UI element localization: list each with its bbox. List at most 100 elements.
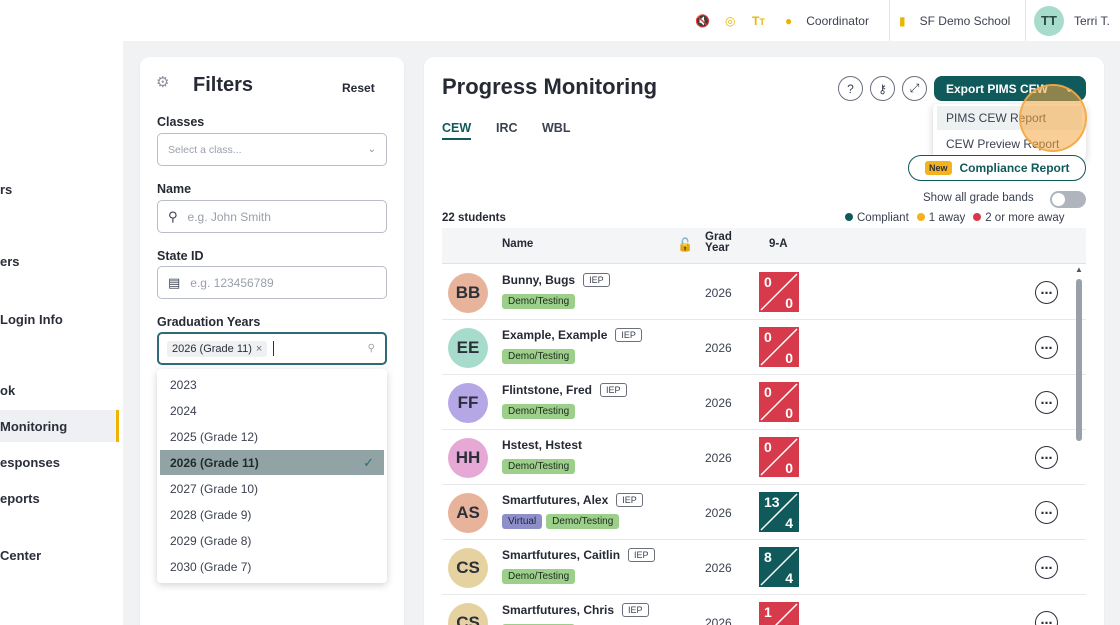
legend-item: Compliant [845, 212, 909, 224]
student-name[interactable]: Flintstone, Fred IEP [502, 383, 627, 397]
table-row[interactable]: FF Flintstone, Fred IEP Demo/Testing 2026 0 0 ⋯ [442, 375, 1086, 430]
classes-placeholder: Select a class... [168, 143, 242, 156]
more-options-icon[interactable]: ⋯ [1035, 336, 1058, 359]
text-size-icon[interactable]: TT [752, 13, 765, 28]
student-tags: Demo/Testing [502, 404, 576, 419]
lock-icon[interactable]: 🔓 [677, 237, 694, 252]
table-row[interactable]: AS Smartfutures, Alex IEP Virtual Demo/Testi… [442, 485, 1086, 540]
sidebar-item[interactable]: ok [0, 383, 16, 398]
iep-badge: IEP [583, 273, 610, 287]
sidebar-item[interactable]: ers [0, 254, 20, 269]
dropdown-option[interactable]: 2027 (Grade 10) [160, 476, 384, 501]
column-header-name[interactable]: Name [502, 238, 534, 250]
student-name[interactable]: Hstest, Hstest [502, 438, 583, 452]
sidebar-item-login-info[interactable]: Login Info [0, 312, 63, 327]
table-row[interactable]: EE Example, Example IEP Demo/Testing 2026 0 0 ⋯ [442, 320, 1086, 375]
avatar: HH [448, 438, 488, 478]
column-header-grad-year[interactable]: Grad Year [705, 231, 732, 254]
student-name[interactable]: Smartfutures, Chris IEP [502, 603, 649, 617]
more-options-icon[interactable]: ⋯ [1035, 556, 1058, 579]
more-options-icon[interactable]: ⋯ [1035, 611, 1058, 625]
dropdown-option-selected[interactable]: 2026 (Grade 11) ✓ [160, 450, 384, 475]
avatar: CS [448, 548, 488, 588]
scroll-up-icon[interactable]: ▲ [1075, 265, 1083, 274]
column-header-band[interactable]: 9-A [769, 238, 788, 250]
sidebar-item[interactable]: rs [0, 182, 13, 197]
name-label: Name [157, 182, 192, 196]
student-name[interactable]: Smartfutures, Caitlin IEP [502, 548, 655, 562]
table-row[interactable]: BB Bunny, Bugs IEP Demo/Testing 2026 0 0 ⋯ [442, 265, 1086, 320]
iep-badge: IEP [615, 328, 642, 342]
grad-year-cell: 2026 [705, 341, 732, 355]
globe-icon[interactable]: ◎ [725, 13, 736, 28]
score-cell[interactable]: 13 4 [759, 492, 799, 532]
expand-button[interactable]: ⤢ [902, 76, 927, 101]
scrollbar[interactable] [1076, 279, 1082, 441]
more-options-icon[interactable]: ⋯ [1035, 281, 1058, 304]
mute-icon[interactable]: 🔇 [695, 13, 710, 28]
score-earned: 0 [764, 274, 772, 290]
option-label: 2026 (Grade 11) [170, 455, 259, 470]
dropdown-option[interactable]: 2025 (Grade 12) [160, 424, 384, 449]
top-bar: 🔇 ◎ TT ● Coordinator ▮ SF Demo School TT… [0, 0, 1120, 41]
tab-wbl[interactable]: WBL [542, 121, 571, 135]
help-button[interactable]: ? [838, 76, 863, 101]
student-name[interactable]: Example, Example IEP [502, 328, 642, 342]
grade-bands-toggle[interactable] [1050, 191, 1086, 208]
more-options-icon[interactable]: ⋯ [1035, 391, 1058, 414]
reset-button[interactable]: Reset [342, 81, 375, 95]
dropdown-option[interactable]: 2024 [160, 398, 384, 423]
sidebar-item-center[interactable]: Center [0, 548, 42, 563]
student-name[interactable]: Smartfutures, Alex IEP [502, 493, 643, 507]
student-tags: Demo/Testing [502, 349, 576, 364]
sidebar-item-monitoring[interactable]: Monitoring [0, 419, 68, 434]
student-tags: Demo/Testing [502, 459, 576, 474]
more-options-icon[interactable]: ⋯ [1035, 501, 1058, 524]
chip-remove-icon[interactable]: × [255, 342, 263, 355]
users-icon: ● [785, 13, 793, 28]
compliance-label: Compliance Report [959, 161, 1070, 175]
student-count: 22 students [442, 212, 506, 224]
compliance-report-button[interactable]: New Compliance Report [908, 155, 1086, 181]
score-cell[interactable]: 1 [759, 602, 799, 625]
role-selector[interactable]: ● Coordinator [785, 0, 869, 41]
sidebar-item-reports[interactable]: eports [0, 491, 40, 506]
legend: Compliant 1 away 2 or more away [845, 212, 1064, 224]
classes-select[interactable]: Select a class... ⌄ [157, 133, 387, 166]
tag-badge: Demo/Testing [502, 459, 576, 474]
dropdown-option[interactable]: 2028 (Grade 9) [160, 502, 384, 527]
score-box [759, 437, 799, 477]
dropdown-option[interactable]: 2023 [160, 372, 384, 397]
more-options-icon[interactable]: ⋯ [1035, 446, 1058, 469]
school-selector[interactable]: ▮ SF Demo School [899, 0, 1010, 41]
student-tags: Demo/Testing [502, 569, 576, 584]
name-search-input[interactable]: ⚲ e.g. John Smith [157, 200, 387, 233]
tab-irc[interactable]: IRC [496, 121, 518, 135]
score-earned: 1 [764, 604, 772, 620]
avatar: FF [448, 383, 488, 423]
user-menu[interactable]: TT Terri T. [1034, 0, 1110, 41]
grad-year-cell: 2026 [705, 506, 732, 520]
table-row[interactable]: HH Hstest, Hstest Demo/Testing 2026 0 0 ⋯ [442, 430, 1086, 485]
expand-icon: ⤢ [909, 81, 920, 95]
grad-years-multiselect[interactable]: 2026 (Grade 11) × ⚲ [157, 332, 387, 365]
tab-cew[interactable]: CEW [442, 121, 472, 140]
iep-badge: IEP [628, 548, 655, 562]
table-row[interactable]: CS Smartfutures, Caitlin IEP Demo/Testing 20… [442, 540, 1086, 595]
score-earned: 13 [764, 494, 780, 510]
student-name[interactable]: Bunny, Bugs IEP [502, 273, 610, 287]
state-id-input[interactable]: ▤ e.g. 123456789 [157, 266, 387, 299]
key-button[interactable]: ⚷ [870, 76, 895, 101]
progress-monitoring-panel: Progress Monitoring ? ⚷ ⤢ Export PIMS CE… [424, 57, 1104, 625]
table-header: Name 🔓 Grad Year 9-A [442, 228, 1086, 264]
dropdown-option[interactable]: 2030 (Grade 7) [160, 554, 384, 579]
iep-badge: IEP [622, 603, 649, 617]
dropdown-option[interactable]: 2029 (Grade 8) [160, 528, 384, 553]
sidebar-item-responses[interactable]: esponses [0, 455, 60, 470]
